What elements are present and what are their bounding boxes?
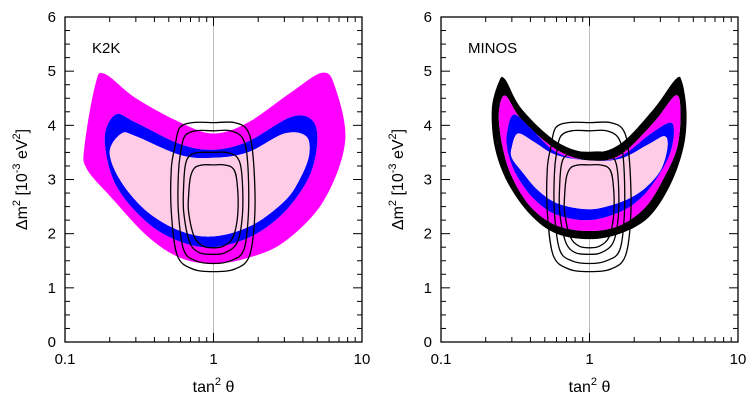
contour-line-4	[187, 163, 239, 249]
region-blue-band	[506, 114, 674, 221]
plot-area	[83, 17, 346, 342]
contour-line-4	[563, 163, 615, 249]
y-axis-title-part: Δm	[14, 206, 31, 230]
y-tick-label: 1	[48, 280, 56, 297]
x-axis-title-main: tan	[569, 379, 591, 396]
y-axis-title-part: ]	[14, 129, 31, 133]
x-axis-title: tan2 θ	[569, 376, 611, 396]
y-axis-title: Δm2 [10-3 eV2]	[387, 129, 407, 230]
y-axis-title-part: Δm	[390, 206, 407, 230]
region-outer-band	[83, 72, 346, 264]
contour-line-2	[553, 129, 626, 265]
contour-line-2	[177, 129, 250, 265]
y-tick-label: 4	[424, 117, 432, 134]
x-axis-title-sup: 2	[591, 376, 597, 388]
y-tick-label: 6	[48, 9, 56, 26]
y-axis-title-part: -3	[11, 163, 23, 173]
y-axis-title-part: ]	[390, 129, 407, 133]
plot-area	[491, 17, 687, 342]
y-tick-label: 3	[424, 172, 432, 189]
x-ticks	[440, 17, 739, 342]
y-axis-title-part: -3	[387, 163, 399, 173]
region-inner-region	[109, 132, 310, 237]
x-axis-title-tail: θ	[221, 379, 234, 396]
y-axis-title-part: eV	[390, 139, 407, 163]
contour-line-1	[170, 121, 256, 273]
x-axis-title-sup: 2	[215, 376, 221, 388]
contour-line-3	[182, 151, 244, 255]
x-tick-label: 10	[354, 351, 371, 368]
x-tick-label: 10	[730, 351, 747, 368]
x-tick-label: 0.1	[55, 351, 76, 368]
y-tick-label: 0	[48, 334, 56, 351]
x-axis-title: tan2 θ	[193, 376, 235, 396]
y-axis-title-part: 2	[387, 133, 399, 139]
y-tick-label: 5	[424, 63, 432, 80]
panel-label: MINOS	[468, 40, 517, 57]
y-axis-title-part: 2	[11, 200, 23, 206]
x-axis-title-main: tan	[193, 379, 215, 396]
region-outer-band	[491, 76, 687, 240]
contour-line-3	[558, 151, 620, 255]
y-tick-label: 5	[48, 63, 56, 80]
y-tick-label: 2	[424, 226, 432, 243]
y-axis-title-part: 2	[11, 133, 23, 139]
y-ticks	[441, 16, 738, 343]
y-axis-title-part: eV	[14, 139, 31, 163]
y-tick-label: 0	[424, 334, 432, 351]
y-axis-title-part: [10	[390, 173, 407, 200]
y-axis-title: Δm2 [10-3 eV2]	[11, 129, 31, 230]
contour-line-1	[546, 121, 632, 273]
y-tick-label: 4	[48, 117, 56, 134]
y-tick-label: 2	[48, 226, 56, 243]
y-axis-title-part: [10	[14, 173, 31, 200]
x-ticks	[64, 17, 363, 342]
y-tick-label: 1	[424, 280, 432, 297]
x-tick-label: 1	[585, 351, 593, 368]
y-ticks	[65, 16, 362, 343]
x-axis-title-tail: θ	[597, 379, 610, 396]
panel-label: K2K	[92, 40, 120, 57]
y-axis-title-part: 2	[387, 200, 399, 206]
y-tick-label: 6	[424, 9, 432, 26]
x-tick-label: 1	[209, 351, 217, 368]
x-tick-label: 0.1	[431, 351, 452, 368]
y-tick-label: 3	[48, 172, 56, 189]
region-middle-band	[104, 113, 318, 248]
